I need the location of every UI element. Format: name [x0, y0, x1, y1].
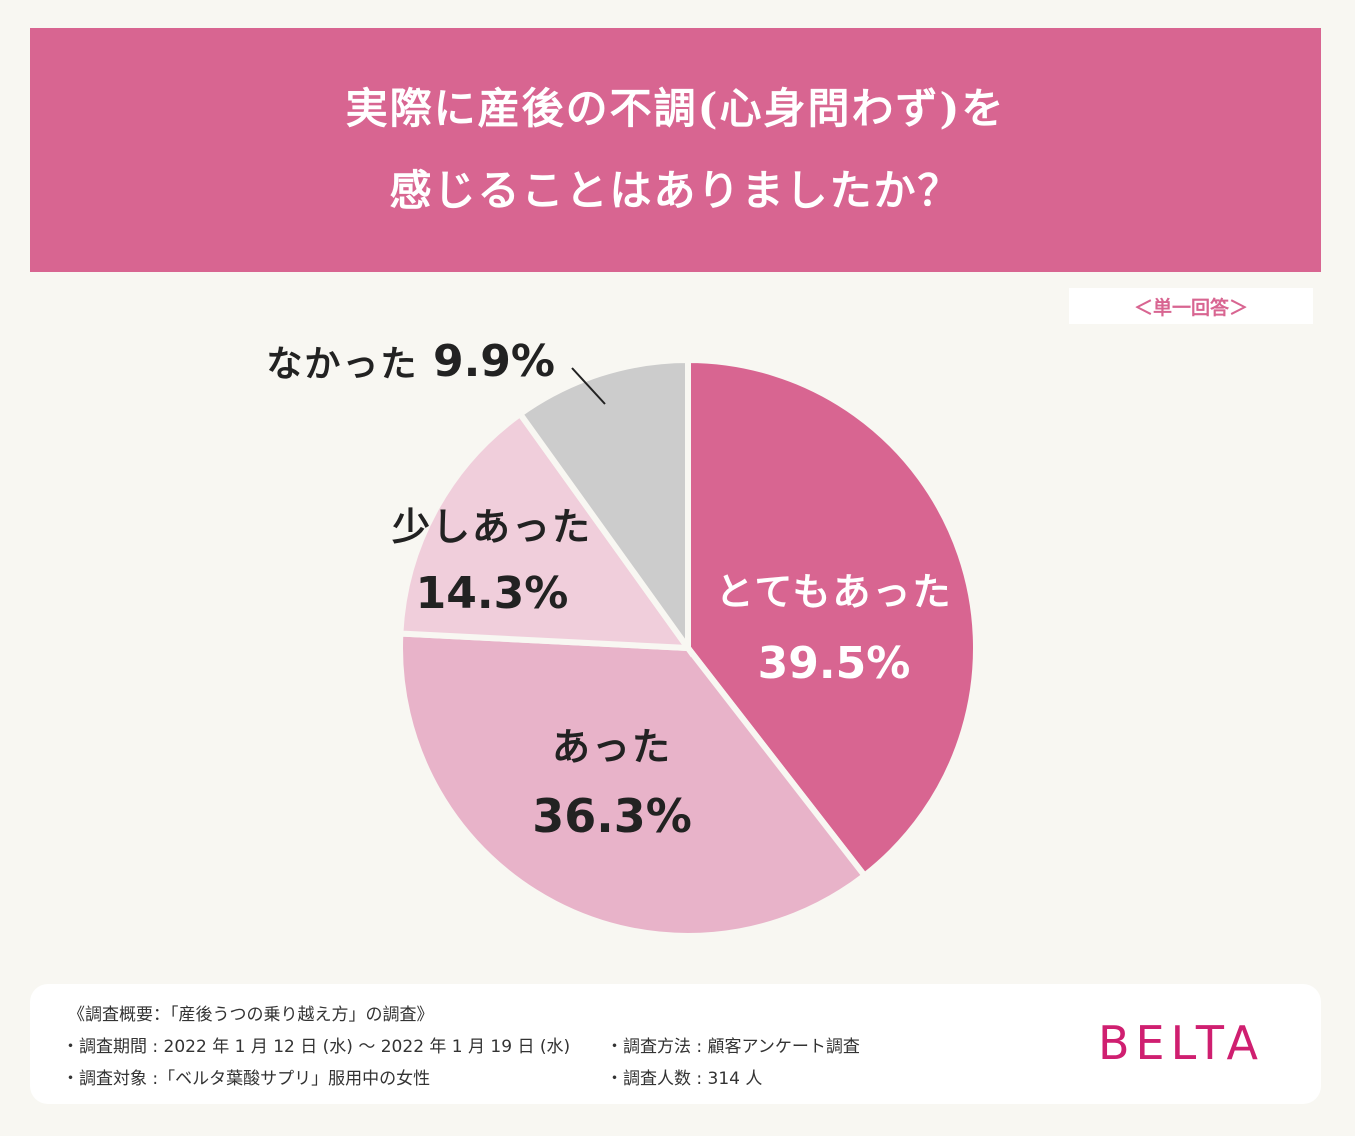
title-banner: 実際に産後の不調(心身問わず)を 感じることはありましたか？ — [30, 28, 1321, 272]
belta-logo: BELTA — [1098, 1016, 1264, 1070]
survey-summary: 《調査概要：「産後うつの乗り越え方」の調査》 ・調査期間 : 2022 年 1 … — [30, 984, 1321, 1104]
slice-value-1: 39.5% — [758, 638, 911, 689]
slice-value-2: 36.3% — [532, 789, 692, 843]
title-line-2: 感じることはありましたか？ — [389, 166, 962, 215]
summary-method: ・調査方法 : 顧客アンケート調査 — [606, 1037, 860, 1057]
summary-heading: 《調査概要：「産後うつの乗り越え方」の調査》 — [68, 1005, 434, 1025]
pie-slice-3 — [397, 409, 695, 652]
pie-labels: とてもあった 39.5% あった 36.3% 少しあった 14.3% なかった 9.9% — [266, 336, 953, 843]
pie-chart: とてもあった 39.5% あった 36.3% 少しあった 14.3% なかった 9.9% — [266, 336, 979, 939]
slice-value-3: 14.3% — [416, 568, 569, 619]
summary-period: ・調査期間 : 2022 年 1 月 12 日 (水) ～ 2022 年 1 月… — [62, 1037, 571, 1057]
pie-slice-1 — [685, 356, 979, 880]
leader-line — [571, 367, 606, 405]
pie-slices — [397, 356, 979, 939]
slice-label-2: あった — [552, 725, 672, 769]
slice-label-1: とてもあった — [716, 570, 953, 614]
slice-label-3: 少しあった — [392, 505, 592, 549]
pie-slice-4 — [515, 356, 691, 658]
title-line-1: 実際に産後の不調(心身問わず)を — [345, 84, 1006, 133]
slice-label-4: なかった 9.9% — [266, 336, 555, 387]
summary-count: ・調査人数 : 314 人 — [606, 1069, 763, 1089]
answer-type-badge: ＜単一回答＞ — [1069, 288, 1313, 324]
summary-target: ・調査対象 :「ベルタ葉酸サプリ」服用中の女性 — [62, 1069, 431, 1089]
pie-slice-2 — [397, 630, 869, 939]
